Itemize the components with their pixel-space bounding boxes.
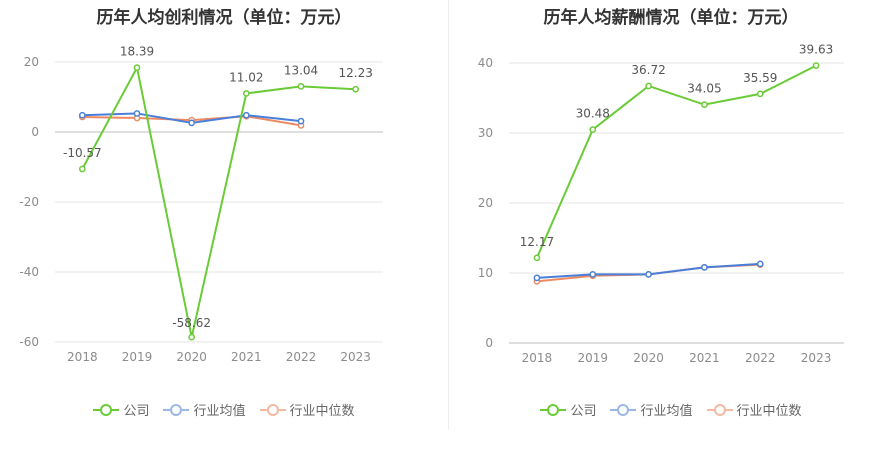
y-tick-label: 10 [478,266,493,280]
x-tick-label: 2018 [522,351,553,365]
data-point [133,110,141,117]
data-point [188,119,196,127]
panel-divider [448,0,449,430]
data-label: 12.23 [338,66,372,80]
data-point [701,264,708,271]
x-tick-label: 2022 [745,351,776,365]
data-point [133,64,141,71]
data-point [352,85,360,93]
y-tick-label: 20 [24,55,39,69]
chart-title: 历年人均薪酬情况（单位：万元） [543,8,799,28]
data-point [242,90,250,97]
data-point [589,271,597,278]
legend-item-industry-median[interactable]: 行业中位数 [259,400,355,419]
chart-panel-salary: 历年人均薪酬情况（单位：万元） 40 30 20 10 0 2018 2019 2020 202… [449,0,893,458]
data-label: 12.17 [520,235,554,249]
x-tick-label: 2018 [67,350,98,364]
data-point [78,165,86,173]
legend-label: 公司 [570,404,597,419]
chart-legend: 公司 行业均值 行业中位数 [449,400,893,419]
data-label: 39.63 [799,43,833,57]
data-point [645,82,652,90]
chart-panel-profit: 历年人均创利情况（单位：万元） 20 0 -20 -40 -60 2018 2019 2020… [0,8,448,419]
data-point [533,274,541,282]
legend-line-marker-icon [259,403,286,416]
legend-line-marker-icon [93,403,120,416]
legend-line-marker-icon [706,403,733,416]
x-tick-label: 2020 [633,351,664,365]
legend-line-marker-icon [540,403,567,416]
y-tick-label: 30 [478,126,493,140]
data-label: 35.59 [743,71,777,85]
chart-title: 历年人均创利情况（单位：万元） [96,8,352,28]
y-tick-label: -20 [19,195,39,209]
profit-chart-svg: 20 0 -20 -40 -60 2018 2019 2020 2021 2022 2023 -10.… [19,45,383,364]
data-point [701,101,708,109]
data-label: -10.57 [63,146,102,160]
series-line [81,64,356,338]
data-label: 30.48 [576,107,610,121]
data-label: 34.05 [687,82,721,96]
legend-item-industry-average[interactable]: 行业均值 [610,400,693,419]
legend-label: 行业中位数 [736,404,802,419]
x-tick-label: 2019 [577,351,608,365]
series-line [535,64,817,259]
legend-item-industry-median[interactable]: 行业中位数 [706,400,802,419]
x-tick-label: 2021 [231,350,262,364]
data-label: 13.04 [284,63,318,77]
data-point [297,83,305,90]
y-tick-label: 20 [478,196,493,210]
y-tick-label: 0 [31,125,39,139]
y-tick-label: 40 [478,56,493,70]
data-label: 11.02 [229,70,263,84]
x-tick-label: 2021 [689,351,720,365]
legend-label: 行业中位数 [289,404,355,419]
data-point [589,126,597,133]
legend-label: 行业均值 [193,404,246,419]
data-point [812,62,820,69]
y-tick-label: -60 [19,335,39,349]
data-label: 36.72 [631,63,665,77]
data-point [645,271,652,278]
legend-line-marker-icon [610,403,637,416]
data-point [188,333,196,341]
legend-item-company[interactable]: 公司 [540,400,596,419]
legend-item-industry-average[interactable]: 行业均值 [163,400,246,419]
data-label: -58.62 [172,316,211,330]
data-point [78,111,86,119]
legend-label: 公司 [123,404,150,419]
x-tick-label: 2023 [801,351,832,365]
data-label: 18.39 [120,45,154,59]
legend-label: 行业均值 [640,404,693,419]
data-point [533,254,541,262]
y-tick-label: 0 [485,336,493,350]
legend-item-company[interactable]: 公司 [93,400,149,419]
data-point [756,260,764,268]
x-tick-label: 2022 [286,350,317,364]
data-point [297,117,305,125]
salary-chart-svg: 40 30 20 10 0 2018 2019 2020 2021 2022 2023 12.17 30… [478,43,844,365]
chart-legend: 公司 行业均值 行业中位数 [0,400,448,419]
data-point [242,111,250,119]
y-tick-label: -40 [19,265,39,279]
data-point [756,90,764,98]
legend-line-marker-icon [163,403,190,416]
x-tick-label: 2019 [122,350,153,364]
x-tick-label: 2020 [176,350,207,364]
x-tick-label: 2023 [340,350,371,364]
